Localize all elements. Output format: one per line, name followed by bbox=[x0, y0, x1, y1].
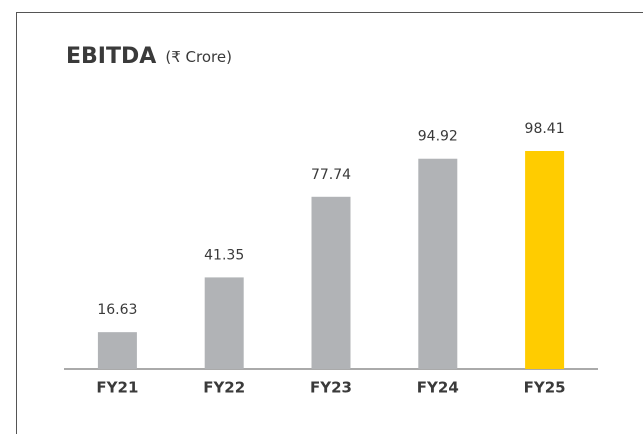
chart-title: EBITDA bbox=[66, 44, 156, 69]
x-tick-label: FY21 bbox=[96, 379, 138, 397]
x-tick-label: FY23 bbox=[310, 379, 352, 397]
x-tick-label: FY24 bbox=[417, 379, 459, 397]
bar bbox=[97, 332, 137, 369]
bar bbox=[311, 196, 351, 369]
bar bbox=[525, 151, 565, 369]
value-label: 16.63 bbox=[97, 302, 137, 318]
chart-title-group: EBITDA (₹ Crore) bbox=[66, 44, 232, 69]
bar bbox=[418, 158, 458, 369]
x-tick-label: FY22 bbox=[203, 379, 245, 397]
value-label: 77.74 bbox=[311, 167, 351, 183]
x-tick-label: FY25 bbox=[524, 379, 566, 397]
value-label: 41.35 bbox=[204, 247, 244, 263]
bar bbox=[204, 277, 244, 369]
value-label: 94.92 bbox=[418, 129, 458, 145]
chart-subtitle: (₹ Crore) bbox=[165, 48, 232, 66]
value-label: 98.41 bbox=[525, 121, 565, 137]
